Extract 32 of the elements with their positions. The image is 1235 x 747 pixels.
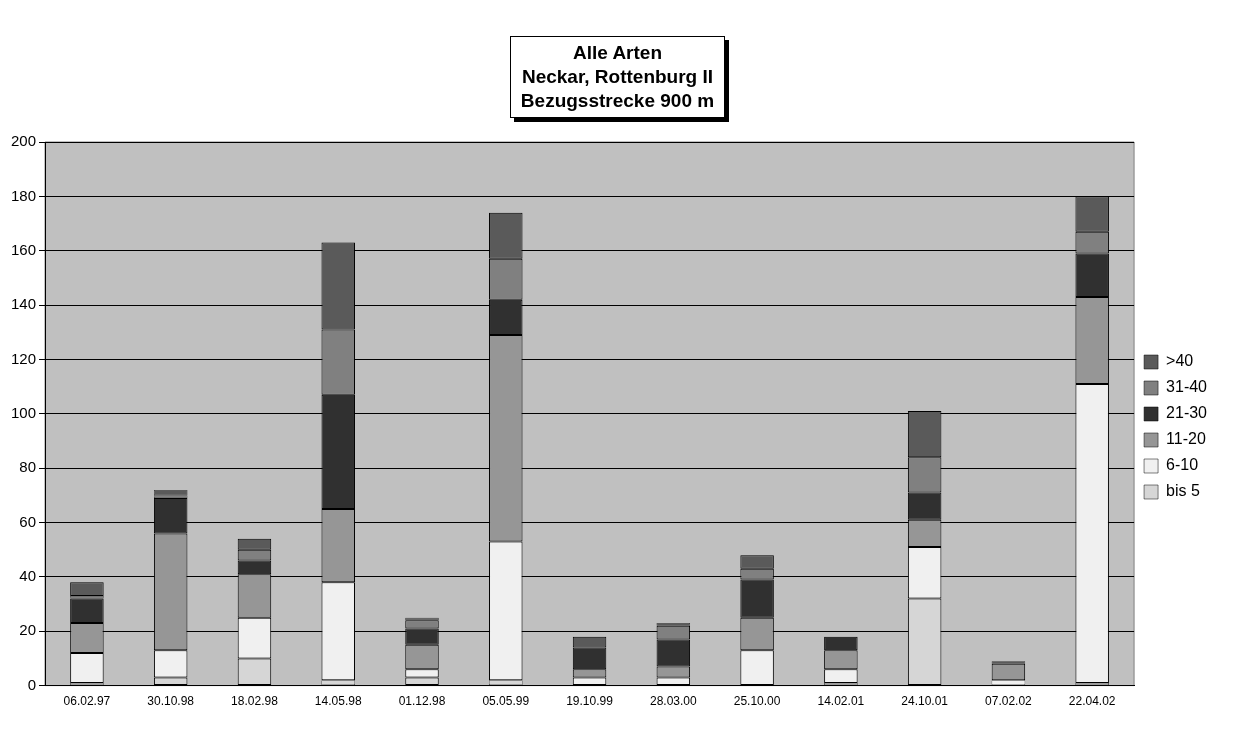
y-tick-label: 140: [11, 295, 37, 313]
x-tick-label: 19.10.99: [566, 694, 614, 709]
x-tick-label: 30.10.98: [147, 694, 195, 709]
x-tick-label: 24.10.01: [901, 694, 949, 709]
chart-title: Alle Arten: [571, 41, 663, 65]
legend-label: 31-40: [1166, 378, 1208, 396]
y-tick-label: 0: [27, 675, 37, 693]
x-tick-label: 06.02.97: [63, 694, 111, 709]
x-tick-label: 14.02.01: [817, 694, 865, 709]
y-tick-label: 120: [11, 349, 37, 367]
y-tick-label: 60: [19, 512, 37, 530]
x-tick-label: 14.05.98: [314, 694, 362, 709]
x-tick-label: 22.04.02: [1068, 694, 1116, 709]
y-tick-label: 20: [19, 621, 37, 639]
legend-label: 11-20: [1166, 430, 1206, 448]
y-tick-label: 200: [11, 132, 37, 150]
x-tick-label: 05.05.99: [482, 694, 530, 709]
y-tick-label: 80: [19, 458, 37, 476]
legend-label: 6-10: [1166, 456, 1199, 474]
y-tick-label: 40: [19, 567, 37, 585]
chart-subtitle: Neckar, Rottenburg II Bezugsstrecke 900 m: [520, 65, 715, 113]
y-tick-label: 180: [11, 186, 37, 204]
legend-label: bis 5: [1166, 482, 1200, 500]
y-tick-label: 160: [11, 240, 37, 258]
x-tick-label: 01.12.98: [398, 694, 446, 709]
legend-label: >40: [1166, 352, 1194, 370]
x-tick-label: 18.02.98: [231, 694, 279, 709]
x-tick-label: 25.10.00: [733, 694, 781, 709]
x-tick-label: 28.03.00: [649, 694, 697, 709]
legend-label: 21-30: [1166, 404, 1208, 422]
x-tick-label: 07.02.02: [985, 694, 1033, 709]
y-tick-label: 100: [11, 403, 37, 421]
